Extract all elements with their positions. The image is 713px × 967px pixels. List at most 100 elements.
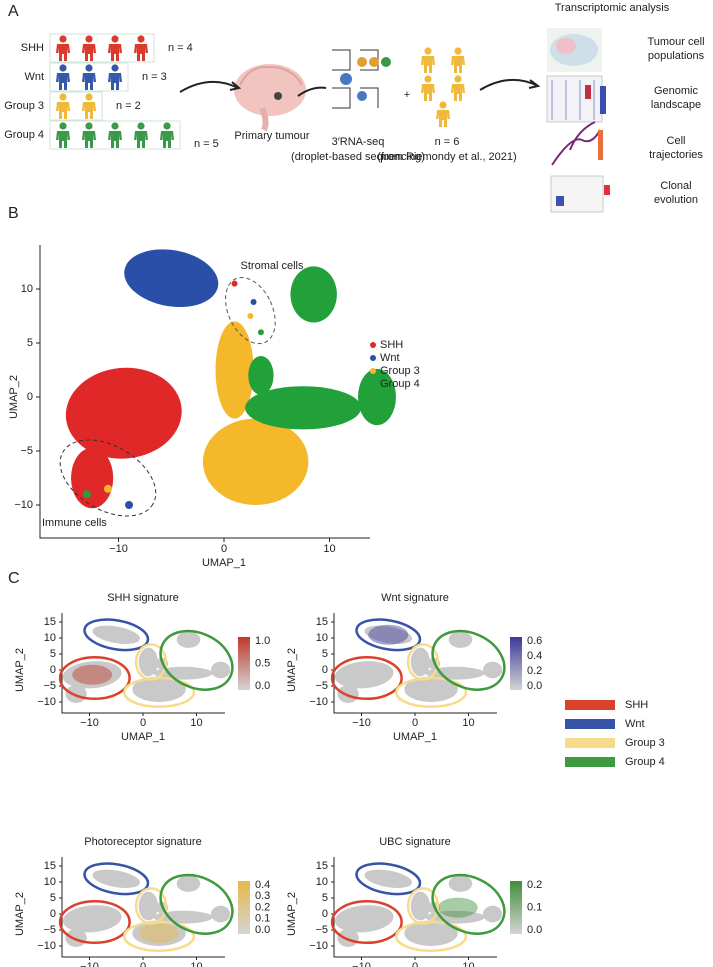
y-axis-label: UMAP_2 <box>14 648 26 692</box>
y-tick-label: 10 <box>21 283 33 295</box>
annotation: Stromal cells <box>241 260 304 272</box>
group-outline <box>83 618 150 652</box>
legend-label: Group 4 <box>380 378 420 390</box>
cell-cluster <box>215 321 254 419</box>
legend-swatch <box>370 368 376 374</box>
body <box>436 110 450 127</box>
y-tick-label: 10 <box>44 876 56 888</box>
panel-label: C <box>8 570 20 587</box>
y-tick-label: 5 <box>27 337 33 349</box>
body <box>56 131 70 148</box>
colorbar-tick-label: 0.4 <box>527 650 542 662</box>
person-icon <box>82 64 96 90</box>
person-icon <box>436 101 450 127</box>
colorbar <box>238 881 250 934</box>
head <box>137 35 145 43</box>
body <box>56 102 70 119</box>
head <box>111 122 119 130</box>
analysis-label: trajectories <box>649 149 703 161</box>
head <box>454 75 462 83</box>
analysis-thumbnails <box>546 28 610 213</box>
body <box>160 131 174 148</box>
head <box>59 93 67 101</box>
colorbar-tick-label: 0.0 <box>527 680 542 692</box>
plot-title: UBC signature <box>379 836 451 848</box>
analysis-label: landscape <box>651 99 701 111</box>
cell-cluster <box>65 367 182 459</box>
head <box>85 35 93 43</box>
legend-swatch <box>370 342 376 348</box>
y-tick-label: 0 <box>50 664 56 676</box>
colorbar-tick-label: 0.5 <box>255 657 270 669</box>
head <box>439 101 447 109</box>
group-outline <box>395 920 468 953</box>
cell-cluster <box>357 368 396 426</box>
plot-title: Photoreceptor signature <box>84 836 201 848</box>
group-outline <box>431 629 506 691</box>
colorbar-tick-label: 0.0 <box>527 924 542 936</box>
person-icon <box>451 47 465 73</box>
body <box>82 44 96 61</box>
y-tick-label: −10 <box>14 499 33 511</box>
primary-tumour: Primary tumour <box>234 130 310 142</box>
axes <box>333 613 497 714</box>
y-tick-label: −5 <box>43 924 56 936</box>
x-tick-label: −10 <box>352 717 371 729</box>
cell-cluster <box>138 647 158 677</box>
analysis-label: evolution <box>654 194 698 206</box>
analysis-label: populations <box>648 50 705 62</box>
cell-cluster <box>425 910 485 924</box>
cell-cluster <box>337 929 359 947</box>
body <box>451 84 465 101</box>
x-tick-label: 10 <box>190 717 202 729</box>
y-axis-label: UMAP_2 <box>286 648 298 692</box>
cell-cluster <box>132 676 186 702</box>
y-axis-label: UMAP_2 <box>286 892 298 936</box>
head <box>59 122 67 130</box>
legend-swatch <box>565 738 615 748</box>
person-icon <box>56 64 70 90</box>
legend-label: Group 3 <box>625 737 665 749</box>
cohort-row <box>49 33 155 63</box>
cell-cluster <box>245 386 362 430</box>
body <box>421 84 435 101</box>
cell-cluster <box>290 266 337 323</box>
colorbar-tick-label: 1.0 <box>255 635 270 647</box>
x-axis-label: UMAP_1 <box>121 731 165 743</box>
cell-cluster <box>448 875 473 892</box>
legend-swatch <box>370 381 376 387</box>
cell-cluster <box>176 631 201 648</box>
head <box>454 47 462 55</box>
signature-highlight <box>368 624 409 645</box>
colorbar-tick-label: 0.4 <box>255 879 270 891</box>
colorbar <box>238 637 250 690</box>
cell-cluster <box>364 625 413 644</box>
cell-cluster <box>153 666 213 680</box>
x-tick-label: −10 <box>109 543 128 555</box>
head <box>85 93 93 101</box>
cell-cluster <box>153 910 213 924</box>
x-tick-label: 0 <box>412 961 418 967</box>
n-label: n = 4 <box>168 42 193 54</box>
cell-cluster <box>337 685 359 703</box>
group-outline <box>123 920 196 953</box>
head <box>59 64 67 72</box>
body <box>108 131 122 148</box>
cohort-row <box>49 91 103 121</box>
group-outline <box>355 618 422 652</box>
arrows <box>179 79 541 97</box>
cohort-name: Group 3 <box>4 100 44 112</box>
colorbar-tick-label: 0.1 <box>527 901 542 913</box>
x-axis-label: UMAP_1 <box>393 731 437 743</box>
legend-swatch <box>565 700 615 710</box>
cell-cluster <box>138 891 158 921</box>
person-icon <box>134 122 148 148</box>
cohort-row <box>49 62 129 92</box>
y-tick-label: 5 <box>50 648 56 660</box>
group-outline <box>395 676 468 709</box>
colorbar-tick-label: 0.2 <box>527 879 542 891</box>
stromal-cells <box>250 298 257 305</box>
cell-cluster <box>65 929 87 947</box>
person-icon <box>108 35 122 61</box>
x-tick-label: 0 <box>140 961 146 967</box>
